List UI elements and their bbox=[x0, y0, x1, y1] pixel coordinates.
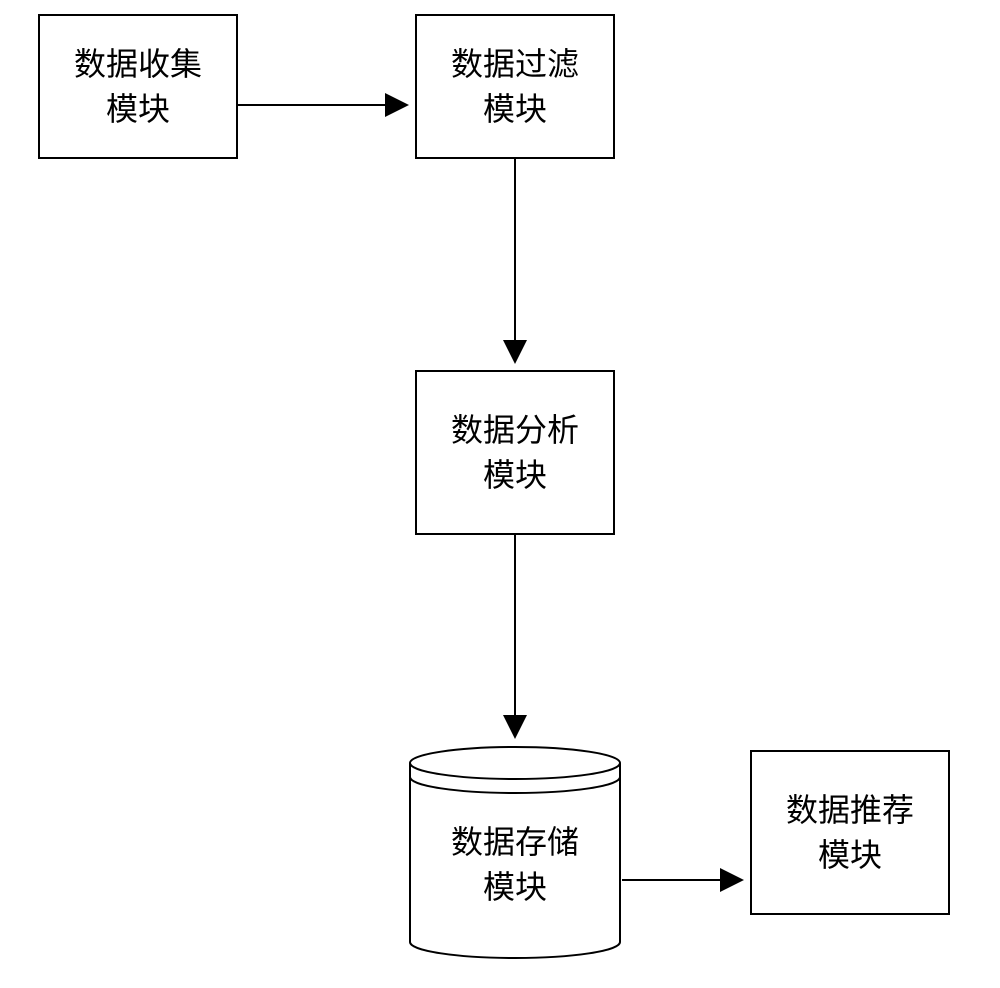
node-label: 数据存储 模块 bbox=[408, 820, 622, 910]
node-data-filter: 数据过滤 模块 bbox=[415, 14, 615, 159]
node-label: 数据收集 模块 bbox=[74, 42, 202, 132]
node-data-storage: 数据存储 模块 bbox=[408, 745, 622, 960]
node-label: 数据推荐 模块 bbox=[786, 788, 914, 878]
node-data-collection: 数据收集 模块 bbox=[38, 14, 238, 159]
node-data-recommend: 数据推荐 模块 bbox=[750, 750, 950, 915]
node-label: 数据过滤 模块 bbox=[451, 42, 579, 132]
node-data-analysis: 数据分析 模块 bbox=[415, 370, 615, 535]
node-label: 数据分析 模块 bbox=[451, 408, 579, 498]
flowchart-diagram: 数据收集 模块 数据过滤 模块 数据分析 模块 数据存储 模块 数据推荐 模块 bbox=[0, 0, 1000, 988]
